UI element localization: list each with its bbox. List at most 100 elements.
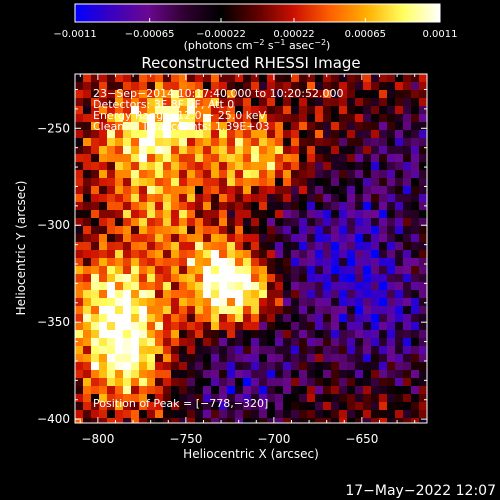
heatmap-cell <box>331 338 339 346</box>
heatmap-cell <box>331 170 339 178</box>
heatmap-cell <box>259 114 267 122</box>
heatmap-cell <box>387 418 395 423</box>
heatmap-cell <box>363 218 371 226</box>
heatmap-cell <box>155 178 163 186</box>
heatmap-cell <box>347 170 355 178</box>
heatmap-cell <box>315 114 323 122</box>
heatmap-cell <box>227 170 235 178</box>
heatmap-cell <box>347 162 355 170</box>
heatmap-cell <box>259 82 267 90</box>
heatmap-image <box>75 74 427 423</box>
heatmap-cell <box>139 234 147 242</box>
heatmap-cell <box>339 282 347 290</box>
heatmap-cell <box>91 274 99 282</box>
x-tick-label: −650 <box>345 432 378 446</box>
heatmap-cell <box>91 74 99 82</box>
heatmap-cell <box>251 386 259 394</box>
heatmap-cell <box>139 226 147 234</box>
heatmap-cell <box>323 330 331 338</box>
heatmap-cell <box>283 210 291 218</box>
heatmap-cell <box>227 202 235 210</box>
heatmap-cell <box>267 378 275 386</box>
heatmap-cell <box>283 266 291 274</box>
heatmap-cell <box>355 210 363 218</box>
heatmap-cell <box>267 210 275 218</box>
heatmap-cell <box>179 98 187 106</box>
heatmap-cell <box>139 178 147 186</box>
heatmap-cell <box>227 354 235 362</box>
heatmap-cell <box>131 154 139 162</box>
heatmap-cell <box>147 250 155 258</box>
heatmap-cell <box>363 226 371 234</box>
heatmap-cell <box>91 402 99 410</box>
heatmap-cell <box>363 330 371 338</box>
heatmap-cell <box>139 314 147 322</box>
heatmap-cell <box>171 234 179 242</box>
heatmap-cell <box>139 306 147 314</box>
heatmap-cell <box>203 202 211 210</box>
heatmap-cell <box>387 106 395 114</box>
heatmap-cell <box>195 274 203 282</box>
heatmap-cell <box>307 138 315 146</box>
heatmap-cell <box>91 378 99 386</box>
heatmap-cell <box>115 282 123 290</box>
heatmap-cell <box>211 250 219 258</box>
heatmap-cell <box>171 74 179 82</box>
heatmap-cell <box>163 186 171 194</box>
heatmap-cell <box>83 186 91 194</box>
heatmap-cell <box>403 314 411 322</box>
heatmap-cell <box>379 386 387 394</box>
heatmap-cell <box>91 346 99 354</box>
heatmap-cell <box>155 386 163 394</box>
heatmap-cell <box>387 290 395 298</box>
heatmap-cell <box>363 354 371 362</box>
heatmap-cell <box>275 130 283 138</box>
heatmap-cell <box>203 418 211 423</box>
heatmap-cell <box>299 242 307 250</box>
heatmap-cell <box>275 282 283 290</box>
heatmap-cell <box>235 210 243 218</box>
heatmap-cell <box>139 290 147 298</box>
heatmap-cell <box>363 410 371 418</box>
heatmap-cell <box>99 410 107 418</box>
heatmap-cell <box>291 170 299 178</box>
heatmap-cell <box>339 418 347 423</box>
heatmap-cell <box>131 314 139 322</box>
heatmap-cell <box>315 338 323 346</box>
heatmap-cell <box>75 98 83 106</box>
heatmap-cell <box>371 330 379 338</box>
heatmap-cell <box>267 250 275 258</box>
heatmap-cell <box>179 298 187 306</box>
heatmap-cell <box>379 138 387 146</box>
heatmap-cell <box>155 194 163 202</box>
heatmap-cell <box>291 330 299 338</box>
heatmap-cell <box>331 130 339 138</box>
heatmap-cell <box>203 74 211 82</box>
heatmap-cell <box>387 154 395 162</box>
heatmap-cell <box>419 210 427 218</box>
heatmap-cell <box>331 386 339 394</box>
heatmap-cell <box>323 242 331 250</box>
heatmap-cell <box>171 314 179 322</box>
heatmap-cell <box>267 74 275 82</box>
heatmap-cell <box>123 218 131 226</box>
heatmap-cell <box>139 322 147 330</box>
heatmap-cell <box>91 282 99 290</box>
heatmap-cell <box>171 146 179 154</box>
heatmap-cell <box>403 82 411 90</box>
heatmap-cell <box>235 242 243 250</box>
heatmap-cell <box>227 314 235 322</box>
heatmap-cell <box>83 170 91 178</box>
heatmap-cell <box>347 210 355 218</box>
heatmap-cell <box>331 194 339 202</box>
heatmap-cell <box>283 226 291 234</box>
heatmap-cell <box>275 138 283 146</box>
heatmap-cell <box>195 330 203 338</box>
heatmap-cell <box>107 186 115 194</box>
heatmap-cell <box>259 410 267 418</box>
heatmap-cell <box>243 250 251 258</box>
heatmap-cell <box>203 146 211 154</box>
heatmap-cell <box>379 290 387 298</box>
heatmap-cell <box>91 354 99 362</box>
heatmap-cell <box>363 298 371 306</box>
